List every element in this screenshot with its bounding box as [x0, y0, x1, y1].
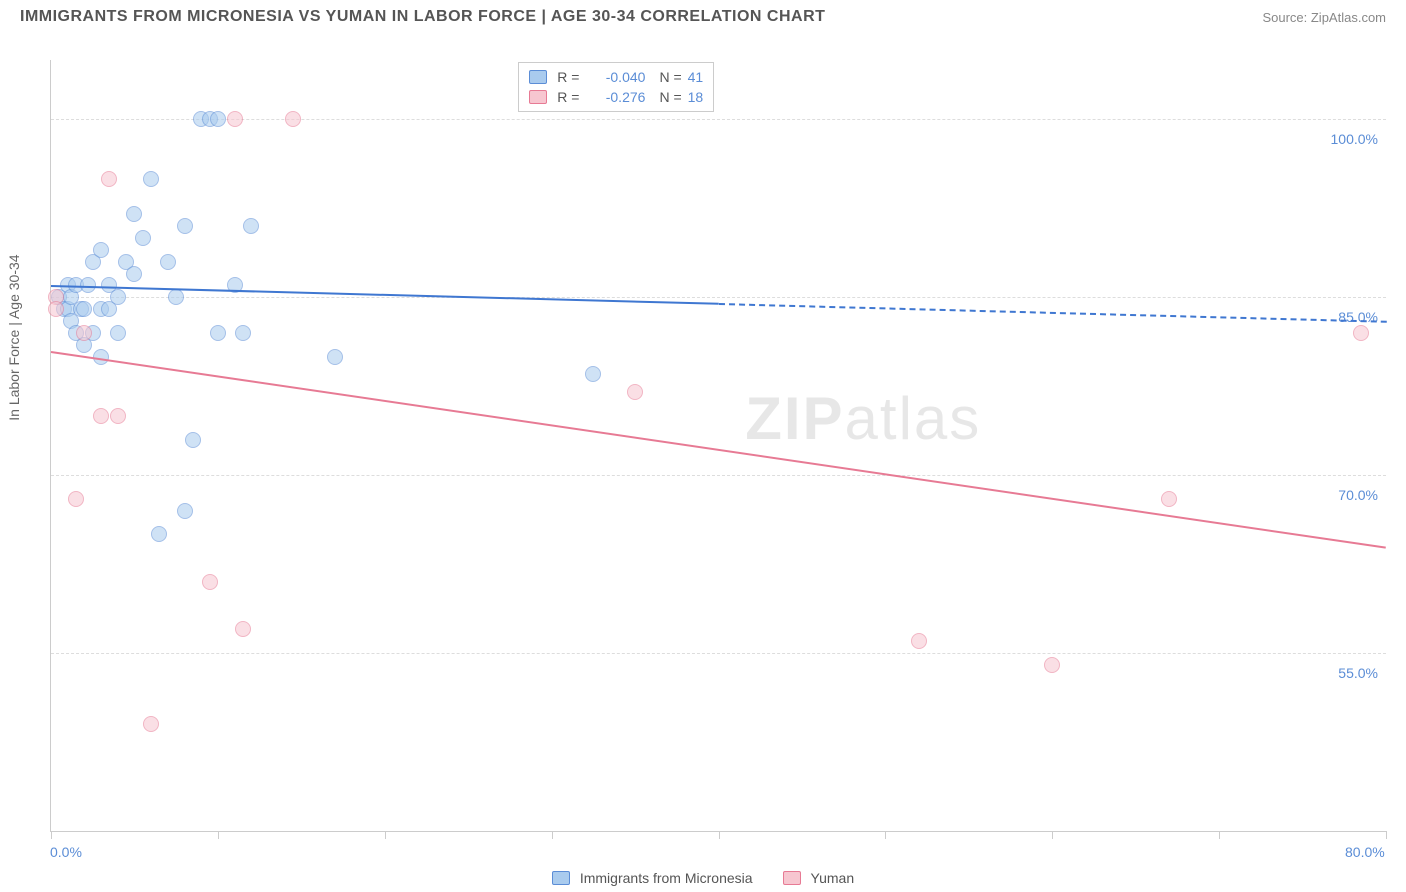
scatter-point [235, 621, 251, 637]
scatter-point [126, 266, 142, 282]
scatter-point [235, 325, 251, 341]
scatter-point [143, 171, 159, 187]
x-tick-label: 80.0% [1345, 844, 1385, 860]
scatter-point [911, 633, 927, 649]
scatter-point [185, 432, 201, 448]
y-tick-label: 85.0% [1338, 309, 1378, 325]
correlation-legend: R =-0.040N =41R =-0.276N =18 [518, 62, 714, 112]
trend-line [51, 285, 719, 305]
scatter-point [110, 289, 126, 305]
scatter-point [68, 491, 84, 507]
x-tick [51, 831, 52, 839]
scatter-point [1044, 657, 1060, 673]
legend-item-0: Immigrants from Micronesia [552, 870, 753, 886]
gridline [51, 475, 1386, 476]
scatter-point [110, 325, 126, 341]
scatter-point [210, 325, 226, 341]
watermark: ZIPatlas [745, 384, 981, 453]
trend-line-dashed [718, 303, 1386, 323]
scatter-point [177, 218, 193, 234]
scatter-point [1353, 325, 1369, 341]
x-tick [1052, 831, 1053, 839]
watermark-bold: ZIP [745, 385, 844, 452]
legend-label-1: Yuman [811, 870, 855, 886]
chart-title: IMMIGRANTS FROM MICRONESIA VS YUMAN IN L… [20, 8, 825, 26]
trend-line [51, 351, 1386, 549]
x-tick [1386, 831, 1387, 839]
scatter-point [93, 408, 109, 424]
legend-label-0: Immigrants from Micronesia [580, 870, 753, 886]
scatter-point [327, 349, 343, 365]
legend-swatch-0 [552, 871, 570, 885]
gridline [51, 297, 1386, 298]
legend-bottom: Immigrants from Micronesia Yuman [0, 870, 1406, 886]
scatter-point [76, 325, 92, 341]
scatter-point [101, 171, 117, 187]
scatter-point [126, 206, 142, 222]
correlation-row: R =-0.276N =18 [529, 87, 703, 107]
scatter-point [168, 289, 184, 305]
x-tick [218, 831, 219, 839]
scatter-point [48, 301, 64, 317]
scatter-point [135, 230, 151, 246]
y-tick-label: 100.0% [1331, 131, 1378, 147]
scatter-point [627, 384, 643, 400]
scatter-point [177, 503, 193, 519]
gridline [51, 653, 1386, 654]
scatter-point [151, 526, 167, 542]
source-label: Source: ZipAtlas.com [1262, 10, 1386, 25]
x-tick [552, 831, 553, 839]
scatter-point [243, 218, 259, 234]
x-tick-label: 0.0% [50, 844, 82, 860]
scatter-point [585, 366, 601, 382]
scatter-point [110, 408, 126, 424]
scatter-point [76, 301, 92, 317]
scatter-point [160, 254, 176, 270]
y-tick-label: 55.0% [1338, 665, 1378, 681]
scatter-point [227, 111, 243, 127]
y-tick-label: 70.0% [1338, 487, 1378, 503]
scatter-point [210, 111, 226, 127]
x-tick [885, 831, 886, 839]
scatter-point [1161, 491, 1177, 507]
x-tick [385, 831, 386, 839]
x-tick [719, 831, 720, 839]
scatter-point [202, 574, 218, 590]
correlation-row: R =-0.040N =41 [529, 67, 703, 87]
chart-plot-area: ZIPatlas 55.0% 70.0% 85.0% 100.0% R =-0.040N… [50, 60, 1386, 832]
y-axis-title: In Labor Force | Age 30-34 [6, 254, 22, 420]
x-tick [1219, 831, 1220, 839]
legend-item-1: Yuman [783, 870, 855, 886]
gridline [51, 119, 1386, 120]
watermark-light: atlas [845, 385, 982, 452]
legend-swatch-1 [783, 871, 801, 885]
scatter-point [285, 111, 301, 127]
scatter-point [143, 716, 159, 732]
scatter-point [93, 242, 109, 258]
